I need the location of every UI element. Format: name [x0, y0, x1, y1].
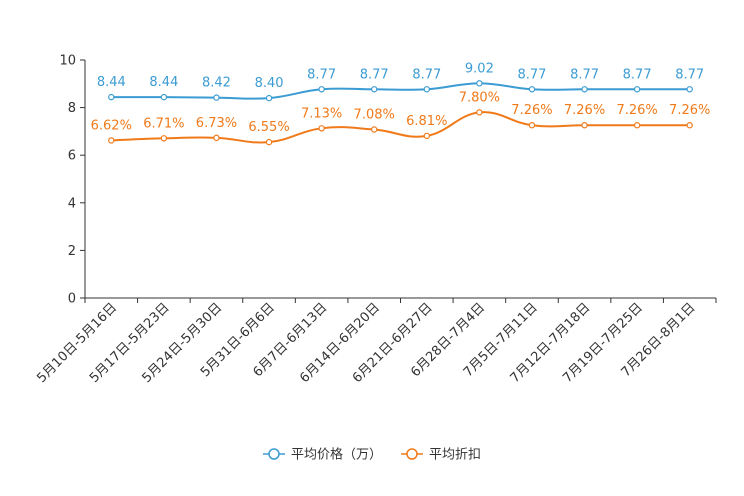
data-point-discount[interactable] — [318, 125, 325, 132]
data-label-discount: 7.26% — [564, 103, 605, 118]
data-point-price[interactable] — [423, 86, 430, 93]
legend[interactable]: 平均价格（万） 平均折扣 — [263, 447, 481, 463]
data-label-discount: 7.80% — [459, 90, 500, 105]
y-tick-label: 10 — [59, 54, 76, 69]
data-point-discount[interactable] — [476, 109, 483, 116]
series-line-price — [111, 82, 690, 100]
data-label-discount: 6.73% — [196, 116, 237, 131]
data-label-price: 8.44 — [149, 75, 178, 90]
data-label-price: 8.42 — [202, 76, 231, 91]
legend-item-discount[interactable]: 平均折扣 — [401, 448, 481, 463]
data-point-discount[interactable] — [528, 122, 536, 129]
data-point-price[interactable] — [265, 94, 273, 102]
data-label-price: 8.77 — [412, 67, 441, 82]
data-label-price: 9.02 — [465, 61, 494, 76]
y-tick-label: 6 — [68, 149, 76, 164]
data-label-price: 8.40 — [255, 76, 284, 91]
data-label-price: 8.77 — [623, 67, 652, 82]
legend-item-price[interactable]: 平均价格（万） — [263, 447, 382, 463]
data-point-discount[interactable] — [160, 135, 168, 142]
data-label-price: 8.77 — [360, 67, 389, 82]
data-label-discount: 7.26% — [616, 103, 657, 118]
data-point-discount[interactable] — [108, 137, 115, 144]
data-label-discount: 7.26% — [669, 103, 710, 118]
y-tick-label: 2 — [68, 244, 76, 259]
data-point-discount[interactable] — [423, 132, 430, 140]
y-tick-label: 4 — [68, 196, 76, 211]
series-line-discount — [111, 111, 690, 144]
data-label-discount: 7.13% — [301, 106, 342, 121]
data-label-discount: 6.71% — [143, 116, 184, 131]
data-label-discount: 6.62% — [91, 118, 132, 133]
data-label-price: 8.77 — [517, 67, 546, 82]
data-labels: 8.44 8.44 8.42 8.40 8.77 8.77 8.77 9.02 8.77 8.77… — [91, 61, 711, 135]
data-point-price[interactable] — [108, 93, 115, 101]
data-point-price[interactable] — [581, 86, 588, 93]
legend-label: 平均价格（万） — [291, 447, 382, 463]
data-point-price[interactable] — [633, 86, 641, 93]
data-label-price: 8.44 — [97, 75, 126, 90]
y-tick-label: 0 — [68, 292, 76, 307]
data-point-discount[interactable] — [213, 134, 220, 142]
data-label-discount: 7.08% — [354, 107, 395, 122]
data-point-discount[interactable] — [371, 126, 378, 133]
data-label-discount: 7.26% — [511, 103, 552, 118]
series-layer — [108, 80, 693, 146]
data-point-discount[interactable] — [581, 122, 588, 129]
data-label-price: 8.77 — [675, 67, 704, 82]
data-point-price[interactable] — [528, 86, 536, 93]
y-tick-label: 8 — [68, 101, 76, 116]
legend-marker-icon — [268, 448, 280, 460]
data-label-price: 8.77 — [307, 67, 336, 82]
data-point-price[interactable] — [213, 94, 220, 101]
data-label-discount: 6.55% — [248, 120, 289, 135]
data-point-price[interactable] — [160, 93, 168, 101]
legend-label: 平均折扣 — [429, 448, 481, 463]
axes: 02468105月10日-5月16日5月17日-5月23日5月24日-5月30日… — [34, 54, 717, 386]
legend-marker-icon — [406, 448, 418, 460]
data-point-price[interactable] — [371, 86, 378, 93]
data-point-discount[interactable] — [265, 138, 273, 146]
data-point-discount[interactable] — [633, 122, 641, 129]
data-label-discount: 6.81% — [406, 114, 447, 129]
data-point-price[interactable] — [686, 86, 693, 93]
data-point-price[interactable] — [318, 86, 325, 93]
data-label-price: 8.77 — [570, 67, 599, 82]
data-point-discount[interactable] — [686, 122, 693, 129]
data-point-price[interactable] — [476, 80, 483, 87]
